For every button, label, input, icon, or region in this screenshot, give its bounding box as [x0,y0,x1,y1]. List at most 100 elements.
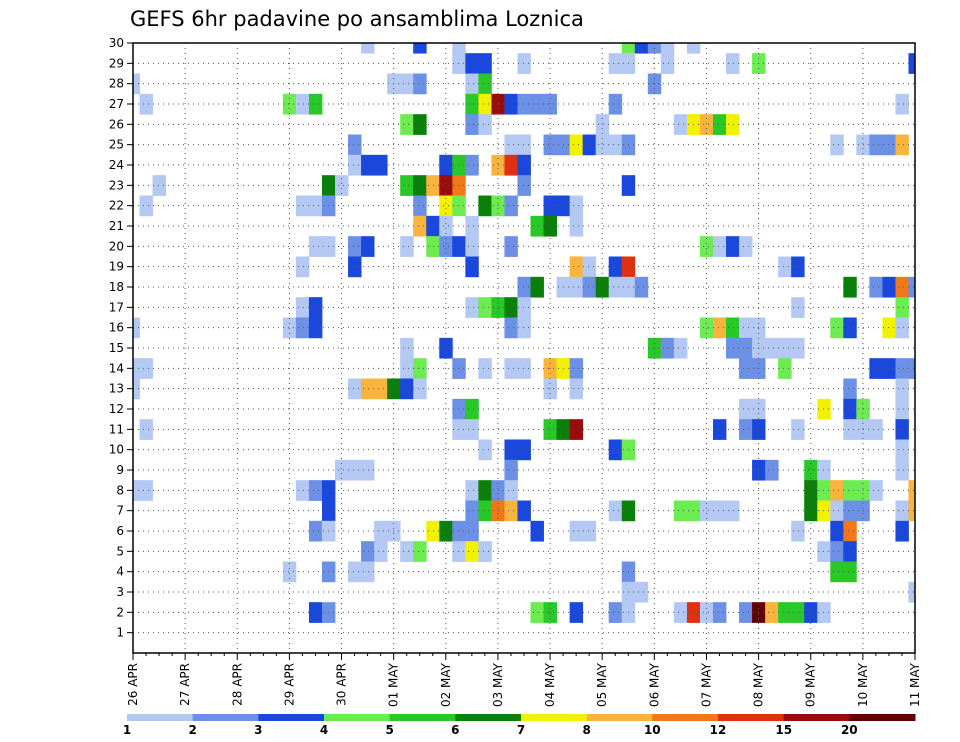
heatmap-cell [517,317,531,339]
heatmap-cell [843,500,857,522]
heatmap-cell [478,93,492,115]
heatmap-cell [465,215,479,237]
heatmap-cell [726,317,740,339]
heatmap-cell [582,520,597,542]
heatmap-cell [608,134,623,156]
heatmap-cell [608,276,623,298]
heatmap-cell [569,195,584,217]
heatmap-cell [869,276,883,298]
heatmap-cell [504,154,518,176]
heatmap-cell [895,358,909,379]
heatmap-cell [374,520,388,542]
heatmap-cell [374,378,388,400]
heatmap-cells [133,43,916,623]
heatmap-cell [413,175,427,196]
heatmap-cell [712,236,727,257]
heatmap-cell [726,114,740,135]
heatmap-cell [361,541,375,562]
heatmap-cell [504,439,518,461]
heatmap-cell [139,419,153,440]
heatmap-cell [465,236,479,257]
x-tick-label: 08 MAY [752,662,766,707]
heatmap-cell [621,43,636,54]
heatmap-cell [517,53,531,74]
y-tick-label: 17 [109,300,124,314]
heatmap-cell [465,398,479,420]
heatmap-cell [478,541,492,562]
heatmap-cell [634,581,649,603]
heatmap-cell [295,297,310,318]
heatmap-cell [504,93,518,115]
heatmap-cell [133,73,140,95]
heatmap-cell [530,215,544,237]
heatmap-cell [478,439,492,461]
heatmap-cell [452,358,466,379]
heatmap-cell [452,43,466,54]
heatmap-cell [608,53,623,74]
y-tick-label: 23 [109,178,124,192]
heatmap-cell [791,520,805,542]
heatmap-cell [517,276,531,298]
heatmap-cell [465,93,479,115]
x-tick-label: 27 APR [178,663,192,706]
heatmap-cell [895,419,909,440]
heatmap-cell [452,541,466,562]
heatmap-cell [791,337,805,359]
colorbar: 1 2 3 4 5 6 7 8 10 12 15 20 [123,714,916,737]
heatmap-cell [504,317,518,339]
heatmap-cell [348,378,362,400]
heatmap-cell [804,480,818,501]
y-tick-label: 16 [109,321,124,335]
heatmap-cell [830,317,844,339]
heatmap-cell [673,114,688,135]
heatmap-cell [282,561,297,583]
heatmap-cell [765,459,779,481]
heatmap-cell [908,480,916,501]
heatmap-cell [830,134,844,156]
heatmap-cell [308,520,323,542]
heatmap-cell [465,500,479,522]
heatmap-cell [830,541,844,562]
heatmap-cell [465,114,479,135]
heatmap-cell [569,256,584,278]
heatmap-cell [582,256,597,278]
heatmap-cell [673,602,688,623]
heatmap-cell [634,43,649,54]
heatmap-cell [895,378,909,400]
heatmap-cell [608,256,623,278]
heatmap-cell [843,480,857,501]
heatmap-cell [413,73,427,95]
heatmap-cell [699,602,714,623]
heatmap-cell [908,276,916,298]
heatmap-cell [569,358,584,379]
heatmap-cell [452,419,466,440]
heatmap-cell [739,317,753,339]
x-tick-label: 02 MAY [439,662,453,707]
heatmap-cell [595,134,610,156]
x-tick-label: 30 APR [335,663,349,706]
heatmap-cell [348,236,362,257]
heatmap-cell [543,419,557,440]
heatmap-cell [295,93,310,115]
heatmap-cell [543,93,557,115]
colorbar-label: 7 [517,723,525,737]
colorbar-label: 20 [841,723,858,737]
colorbar-swatch [521,714,588,721]
heatmap-cell [699,114,714,135]
heatmap-cell [413,43,427,54]
heatmap-cell [739,337,753,359]
heatmap-cell [439,215,453,237]
heatmap-cell [335,175,349,196]
heatmap-cell [504,195,518,217]
heatmap-cell [439,236,453,257]
y-tick-label: 11 [109,422,124,436]
heatmap-cell [882,358,896,379]
heatmap-cell [608,602,623,623]
heatmap-cell [726,337,740,359]
heatmap-cell [543,134,557,156]
heatmap-cell [869,358,883,379]
heatmap-cell [504,500,518,522]
heatmap-cell [400,73,414,95]
heatmap-cell [426,215,440,237]
heatmap-cell [308,480,323,501]
